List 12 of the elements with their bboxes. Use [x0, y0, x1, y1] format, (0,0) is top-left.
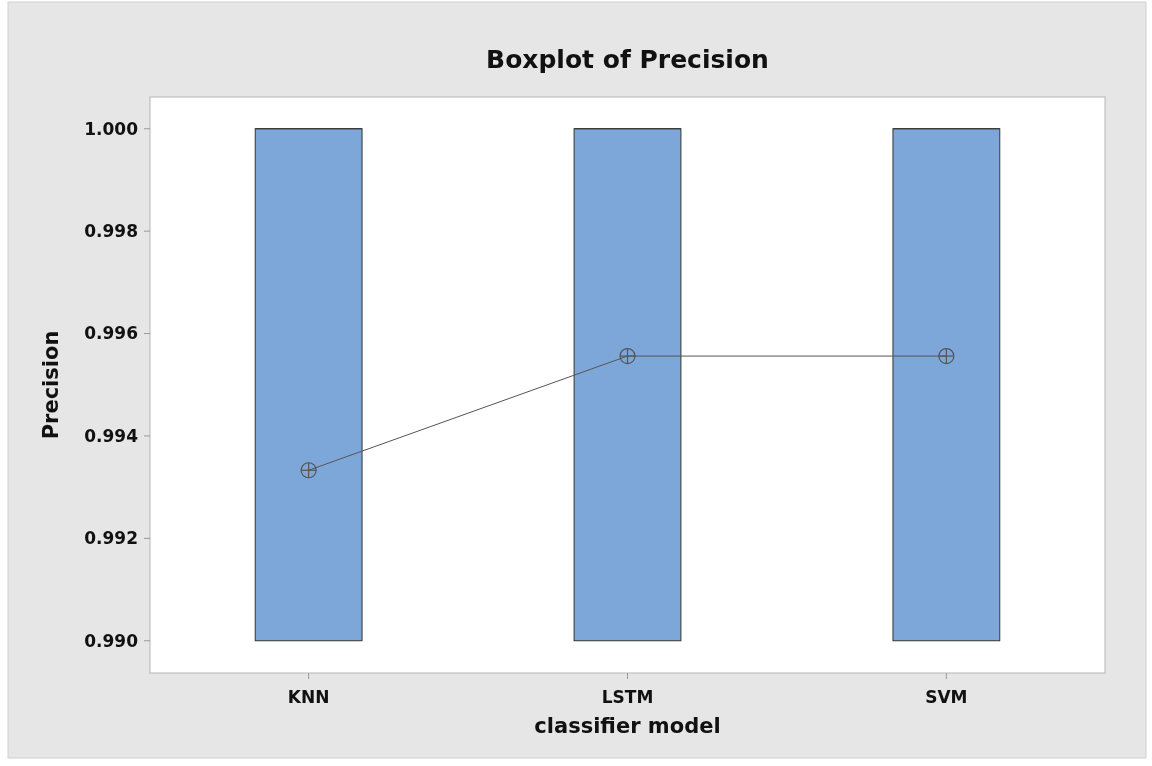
- y-axis-title: Precision: [39, 330, 63, 440]
- x-tick-label: SVM: [925, 687, 968, 707]
- y-tick-label: 0.992: [84, 528, 138, 549]
- x-tick-label: LSTM: [601, 687, 654, 707]
- chart-title: Boxplot of Precision: [486, 45, 769, 74]
- x-axis-title: classifier model: [534, 714, 721, 738]
- x-tick-label: KNN: [287, 687, 330, 707]
- y-tick-label: 0.998: [84, 221, 138, 242]
- y-tick-label: 0.990: [84, 630, 139, 651]
- y-tick-label: 1.000: [84, 118, 139, 139]
- y-tick-label: 0.994: [84, 425, 139, 446]
- y-tick-label: 0.996: [84, 323, 138, 344]
